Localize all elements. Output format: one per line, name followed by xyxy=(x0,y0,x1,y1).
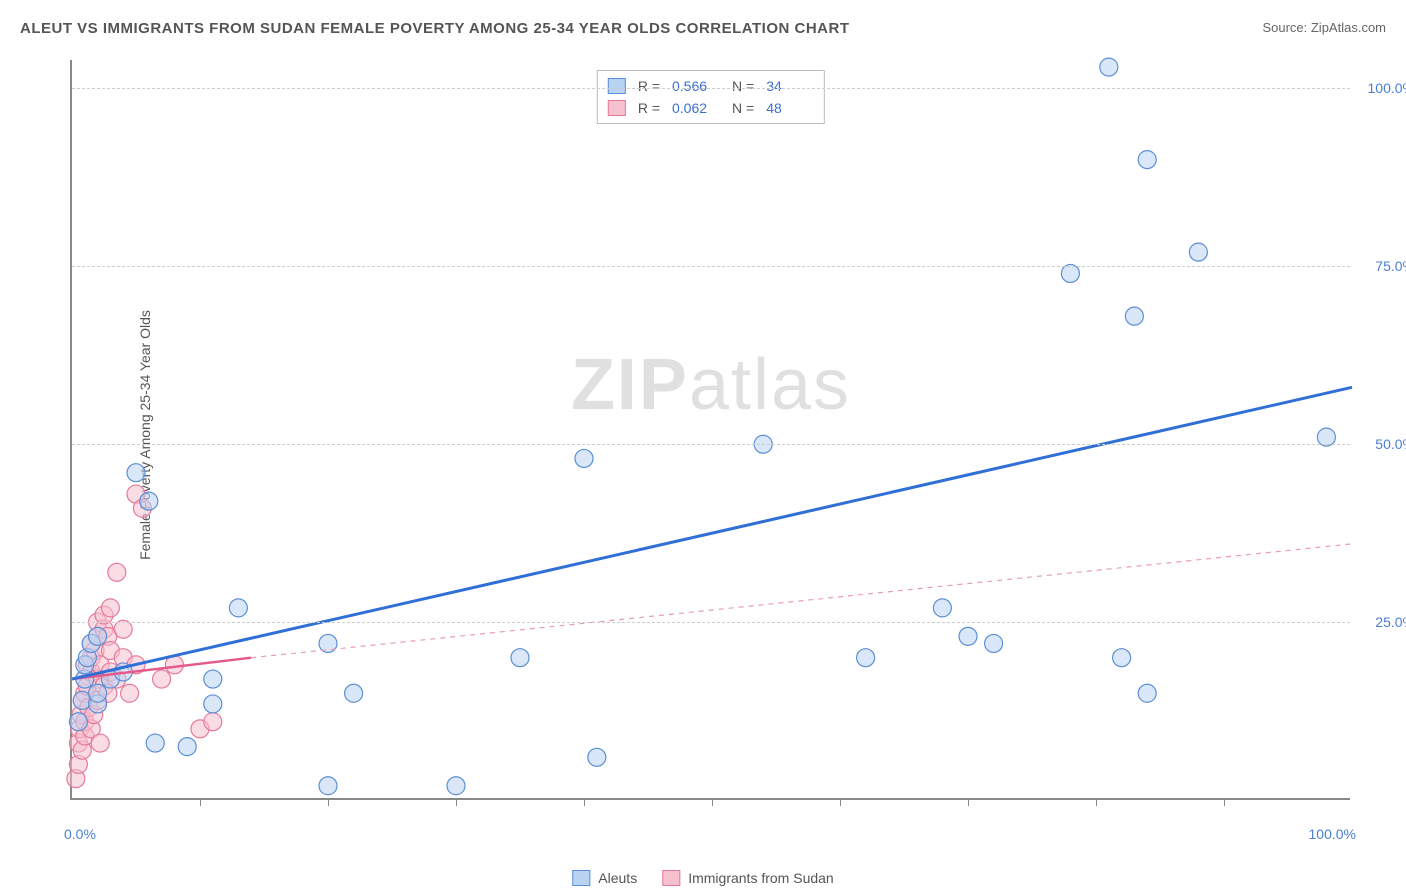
legend-row: R = 0.062 N = 48 xyxy=(608,97,814,119)
legend-r-value: 0.062 xyxy=(672,100,720,116)
plot-container: Female Poverty Among 25-34 Year Olds ZIP… xyxy=(50,50,1386,820)
x-tick xyxy=(584,798,585,806)
legend-n-value: 34 xyxy=(766,78,814,94)
chart-title: ALEUT VS IMMIGRANTS FROM SUDAN FEMALE PO… xyxy=(20,20,850,37)
legend-swatch-sudan xyxy=(662,870,680,886)
x-tick xyxy=(1096,798,1097,806)
legend-n-label: N = xyxy=(732,78,754,94)
legend-item-aleuts: Aleuts xyxy=(572,870,637,886)
gridline xyxy=(72,266,1350,267)
legend-swatch-aleuts xyxy=(572,870,590,886)
legend-swatch-aleuts xyxy=(608,78,626,94)
y-tick-label: 100.0% xyxy=(1368,80,1406,96)
x-tick xyxy=(968,798,969,806)
x-tick xyxy=(200,798,201,806)
legend-swatch-sudan xyxy=(608,100,626,116)
x-tick xyxy=(840,798,841,806)
chart-svg xyxy=(72,60,1350,798)
legend-n-value: 48 xyxy=(766,100,814,116)
y-tick-label: 75.0% xyxy=(1375,258,1406,274)
legend-n-label: N = xyxy=(732,100,754,116)
y-tick-label: 25.0% xyxy=(1375,614,1406,630)
series-legend: Aleuts Immigrants from Sudan xyxy=(572,870,833,886)
correlation-legend: R = 0.566 N = 34 R = 0.062 N = 48 xyxy=(597,70,825,124)
source-label: Source: ZipAtlas.com xyxy=(1262,20,1386,35)
x-axis-min-label: 0.0% xyxy=(64,826,96,842)
gridline xyxy=(72,88,1350,89)
x-tick xyxy=(328,798,329,806)
x-tick xyxy=(712,798,713,806)
legend-r-label: R = xyxy=(638,100,660,116)
legend-r-label: R = xyxy=(638,78,660,94)
x-axis-max-label: 100.0% xyxy=(1309,826,1356,842)
plot-area: ZIPatlas R = 0.566 N = 34 R = 0.062 N = … xyxy=(70,60,1350,800)
legend-r-value: 0.566 xyxy=(672,78,720,94)
x-tick xyxy=(1224,798,1225,806)
legend-row: R = 0.566 N = 34 xyxy=(608,75,814,97)
header: ALEUT VS IMMIGRANTS FROM SUDAN FEMALE PO… xyxy=(20,20,1386,37)
y-tick-label: 50.0% xyxy=(1375,436,1406,452)
legend-label: Immigrants from Sudan xyxy=(688,870,834,886)
gridline xyxy=(72,444,1350,445)
gridline xyxy=(72,622,1350,623)
legend-label: Aleuts xyxy=(598,870,637,886)
legend-item-sudan: Immigrants from Sudan xyxy=(662,870,834,886)
x-tick xyxy=(456,798,457,806)
